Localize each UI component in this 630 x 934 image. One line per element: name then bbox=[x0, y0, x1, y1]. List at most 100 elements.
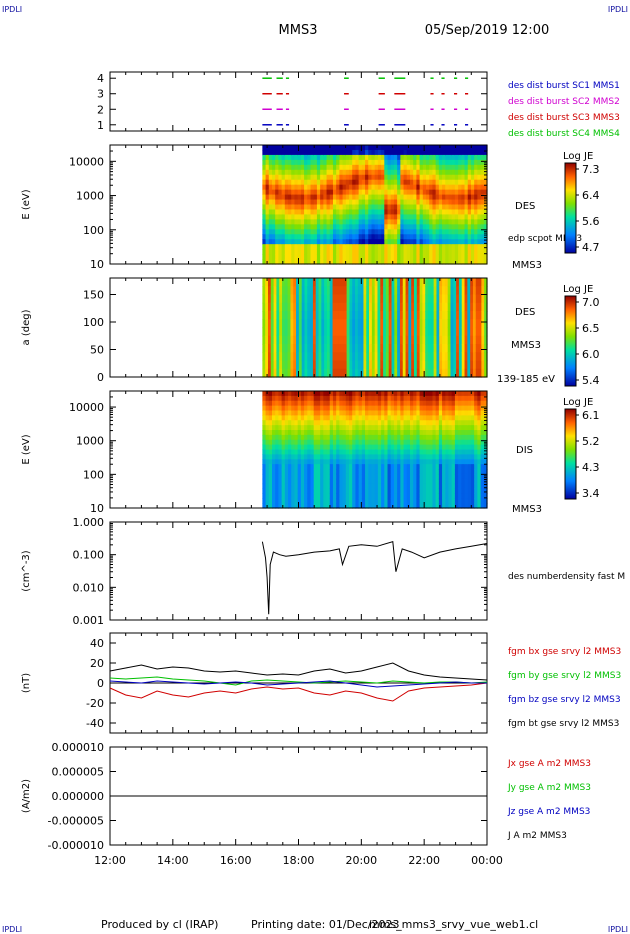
heatmap-cell bbox=[419, 488, 424, 494]
heatmap-cell bbox=[369, 278, 373, 287]
heatmap-cell bbox=[307, 286, 311, 296]
heatmap-cell bbox=[332, 149, 337, 156]
heatmap-cell bbox=[470, 493, 475, 499]
heatmap-cell bbox=[377, 410, 382, 416]
heatmap-cell bbox=[323, 478, 328, 485]
y-axis-label: (nT) bbox=[21, 673, 32, 693]
heatmap-cell bbox=[461, 209, 466, 216]
heatmap-cell bbox=[393, 199, 398, 206]
heatmap-cell bbox=[288, 410, 292, 416]
heatmap-cell bbox=[422, 425, 427, 431]
heatmap-cell bbox=[400, 239, 405, 245]
heatmap-cell bbox=[300, 184, 305, 191]
heatmap-cell bbox=[477, 189, 482, 196]
heatmap-cell bbox=[262, 430, 267, 436]
heatmap-cell bbox=[394, 327, 398, 337]
heatmap-cell bbox=[313, 234, 318, 240]
heatmap-cell bbox=[326, 410, 331, 416]
heatmap-cell bbox=[442, 344, 446, 353]
heatmap-cell bbox=[425, 311, 429, 320]
heatmap-cell bbox=[345, 449, 350, 455]
heatmap-cell bbox=[371, 439, 376, 446]
heatmap-cell bbox=[339, 209, 344, 216]
colorbar-tick-label: 5.4 bbox=[582, 374, 600, 387]
heatmap-cell bbox=[429, 395, 434, 402]
heatmap-cell bbox=[416, 454, 421, 460]
heatmap-cell bbox=[413, 459, 418, 465]
heatmap-cell bbox=[304, 174, 308, 181]
heatmap-cell bbox=[329, 425, 334, 431]
heatmap-cell bbox=[406, 204, 411, 211]
heatmap-cell bbox=[291, 174, 296, 181]
heatmap-cell bbox=[464, 145, 469, 151]
heatmap-cell bbox=[284, 483, 289, 490]
heatmap-cell bbox=[268, 459, 273, 465]
heatmap-cell bbox=[426, 219, 430, 225]
heatmap-cell bbox=[352, 239, 357, 245]
heatmap-cell bbox=[406, 439, 411, 446]
heatmap-cell bbox=[268, 464, 273, 470]
heatmap-cell bbox=[291, 189, 296, 196]
heatmap-cell bbox=[310, 229, 315, 235]
heatmap-cell bbox=[384, 449, 389, 455]
heatmap-cell bbox=[281, 179, 286, 186]
heatmap-cell bbox=[352, 503, 357, 509]
heatmap-cell bbox=[268, 395, 273, 402]
heatmap-cell bbox=[332, 254, 337, 260]
heatmap-cell bbox=[467, 344, 471, 353]
heatmap-cell bbox=[448, 214, 453, 220]
heatmap-cell bbox=[416, 174, 421, 181]
heatmap-cell bbox=[480, 395, 485, 402]
heatmap-cell bbox=[262, 464, 267, 470]
heatmap-cell bbox=[381, 154, 385, 161]
heatmap-cell bbox=[483, 391, 488, 397]
heatmap-cell bbox=[480, 410, 485, 416]
heatmap-cell bbox=[298, 368, 303, 378]
heatmap-cell bbox=[390, 214, 395, 220]
heatmap-cell bbox=[436, 368, 440, 378]
heatmap-cell bbox=[320, 169, 324, 176]
heatmap-cell bbox=[352, 469, 357, 475]
heatmap-cell bbox=[381, 174, 385, 181]
heatmap-cell bbox=[278, 493, 283, 499]
heatmap-cell bbox=[294, 149, 299, 156]
heatmap-cell bbox=[470, 430, 475, 436]
heatmap-cell bbox=[438, 174, 443, 181]
heatmap-cell bbox=[281, 469, 286, 475]
heatmap-cell bbox=[484, 278, 488, 287]
heatmap-cell bbox=[484, 368, 488, 378]
heatmap-cell bbox=[409, 189, 414, 196]
heatmap-cell bbox=[453, 278, 457, 287]
heatmap-cell bbox=[442, 199, 446, 206]
heatmap-cell bbox=[275, 184, 280, 191]
heatmap-cell bbox=[345, 439, 350, 446]
heatmap-cell bbox=[467, 234, 472, 240]
heatmap-cell bbox=[444, 294, 449, 304]
heatmap-cell bbox=[384, 498, 389, 504]
heatmap-cell bbox=[335, 286, 339, 296]
heatmap-cell bbox=[454, 459, 459, 465]
y-axis-label: E (eV) bbox=[21, 189, 32, 219]
heatmap-cell bbox=[288, 244, 292, 250]
heatmap-cell bbox=[326, 189, 331, 196]
heatmap-cell bbox=[429, 219, 434, 225]
heatmap-cell bbox=[419, 360, 424, 370]
heatmap-cell bbox=[397, 145, 401, 151]
heatmap-cell bbox=[461, 459, 466, 465]
heatmap-cell bbox=[390, 498, 395, 504]
heatmap-cell bbox=[262, 478, 267, 485]
heatmap-cell bbox=[270, 327, 275, 337]
heatmap-cell bbox=[326, 254, 331, 260]
heatmap-cell bbox=[464, 164, 469, 171]
heatmap-cell bbox=[458, 259, 462, 265]
heatmap-cell bbox=[406, 493, 411, 499]
heatmap-cell bbox=[461, 454, 466, 460]
heatmap-cell bbox=[294, 400, 299, 407]
heatmap-cell bbox=[480, 459, 485, 465]
heatmap-cell bbox=[265, 319, 269, 329]
heatmap-cell bbox=[300, 503, 305, 509]
heatmap-cell bbox=[352, 352, 356, 362]
heatmap-cell bbox=[438, 234, 443, 240]
heatmap-cell bbox=[428, 302, 432, 312]
heatmap-cell bbox=[312, 352, 317, 362]
